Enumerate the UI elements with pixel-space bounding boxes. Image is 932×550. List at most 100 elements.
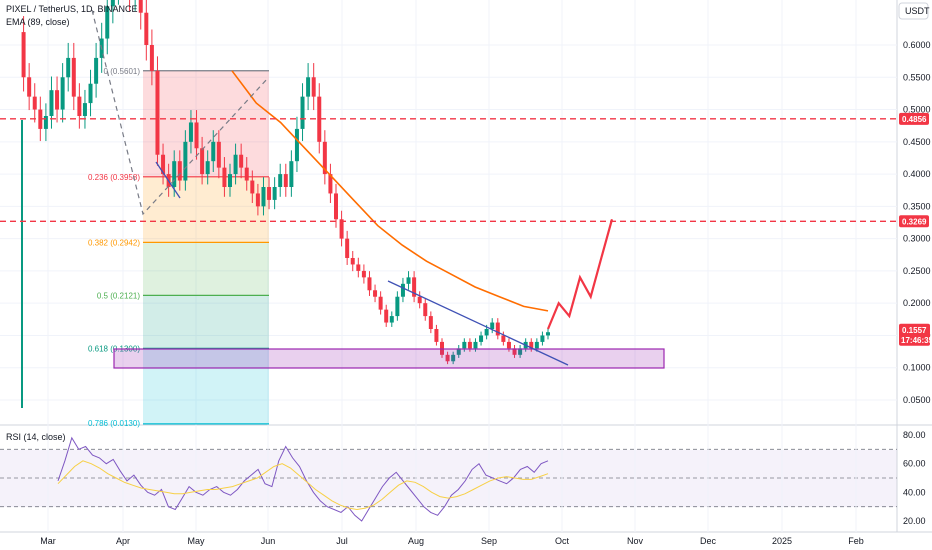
time-tick-label: Jun [261,536,276,546]
resistance-price-label: 0.3269 [902,217,927,226]
candle-body [222,167,227,187]
candle-body [451,354,456,362]
candle-body [228,174,232,187]
candle-body [434,329,439,342]
candle-body [55,90,60,110]
rsi-band [0,450,897,507]
candle-body [71,57,76,97]
candle-body [417,296,422,304]
currency-button-bg[interactable] [898,2,929,20]
candle-body [546,332,550,336]
time-tick-label: Dec [700,536,717,546]
candle-body [322,141,327,175]
current-price-label: 0.1557 [902,326,927,335]
candle-body [361,270,366,278]
candle-body [138,0,143,13]
price-tick-label: 0.3000 [903,234,931,244]
candle-body [518,348,523,355]
candle-body [529,341,534,349]
candle-body [512,348,517,355]
candle-body [345,238,350,258]
candle-body [456,348,461,355]
candle-body [334,193,338,220]
resistance-price-badge [899,112,929,125]
candle-body [356,264,361,271]
time-tick-label: May [187,536,205,546]
candle-body [177,161,182,181]
candle-body [88,83,93,104]
fib-level-label: 0.786 (0.0130) [88,419,140,428]
time-tick-label: Feb [848,536,864,546]
candle-body [278,174,283,187]
candle-body [250,180,255,194]
candle-body [149,45,154,71]
currency-label[interactable]: USDT [905,6,930,16]
price-tick-label: 0.5000 [903,105,931,115]
price-tick-label: 0.4000 [903,169,931,179]
ema-line [231,70,549,312]
candle-body [412,277,417,297]
candle-body [155,70,160,155]
candle-body [272,187,277,200]
candle-body [110,0,115,7]
fib-zone [143,176,269,243]
candle-body [479,335,484,342]
candle-body [188,122,193,142]
candle-body [261,187,266,207]
rsi-ma-line [57,460,549,511]
candle-body [534,341,539,349]
candle-body [317,96,322,142]
current-price-badge [899,323,930,346]
candle-body [467,341,472,349]
candle-body [172,161,177,187]
candle-body [440,341,444,355]
candle-body [428,316,433,329]
time-tick-label: Sep [481,536,497,546]
candle-body [94,57,99,84]
time-tick-label: Mar [40,536,56,546]
time-tick-label: Oct [555,536,570,546]
candle-body [161,154,166,175]
candle-body [82,103,87,116]
candle-body [194,122,199,149]
resistance-price-badge [899,215,929,228]
candle-body [540,335,545,342]
candle-body [283,174,288,187]
rsi-tick-label: 20.00 [903,516,926,526]
rsi-legend: RSI (14, close) [6,432,66,442]
candle-body [367,277,372,291]
price-tick-label: 0.1000 [903,363,931,373]
rsi-tick-label: 60.00 [903,459,926,469]
candle-body [105,6,110,39]
resistance-price-label: 0.4856 [902,115,927,124]
candle-body [289,161,294,187]
candle-body [311,77,316,97]
candle-body [216,141,221,168]
price-tick-label: 0.4500 [903,137,931,147]
candle-body [255,193,260,207]
price-tick-label: 0.2000 [903,298,931,308]
candle-body [294,128,299,162]
ema-legend: EMA (89, close) [6,17,70,27]
candle-body [350,258,355,265]
rsi-line [57,436,549,522]
dashed-path [91,9,269,216]
candle-body [32,96,37,110]
candle-body [43,116,48,129]
support-zone [113,348,665,369]
rsi-tick-label: 40.00 [903,487,926,497]
candle-body [484,329,489,336]
candle-body [490,322,495,329]
fib-zone [143,348,269,424]
candle-body [66,57,71,78]
candle-body [378,296,383,310]
symbol-legend: PIXEL / TetherUS, 1D, BINANCE [6,4,138,14]
time-tick-label: 2025 [772,536,792,546]
fib-zone [143,242,269,296]
candle-body [211,141,216,162]
rsi-tick-label: 80.00 [903,430,926,440]
candle-body [501,335,506,342]
candle-body [395,296,400,317]
time-tick-label: Aug [408,536,424,546]
price-tick-label: 0.0500 [903,395,931,405]
